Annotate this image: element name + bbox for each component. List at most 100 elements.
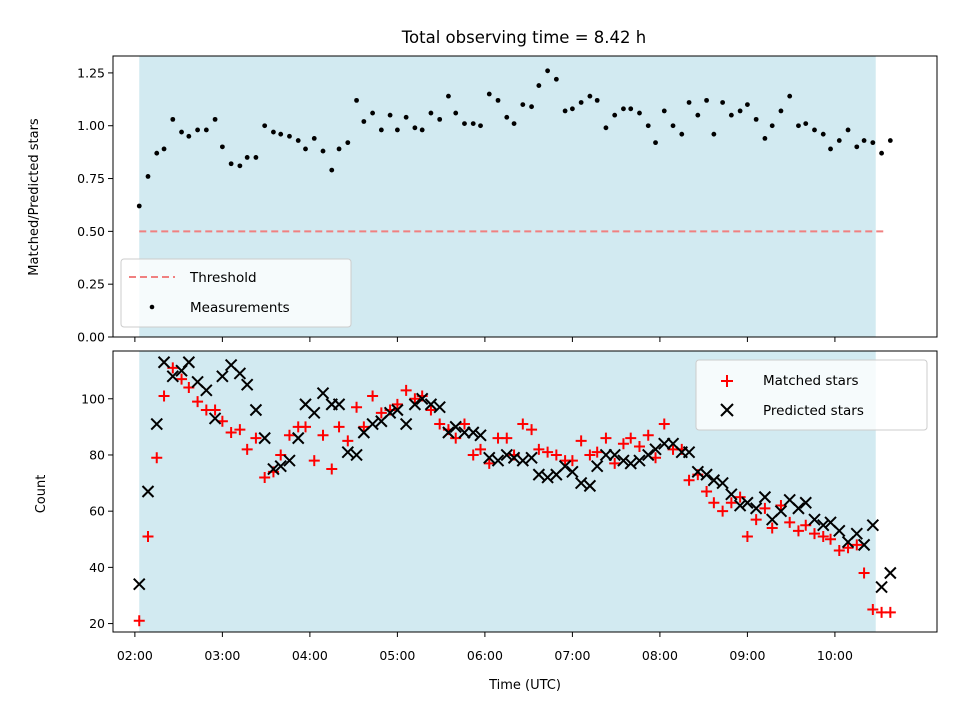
predicted-point	[424, 398, 438, 411]
measurement-point	[244, 155, 250, 160]
matched-point	[851, 539, 863, 551]
predicted-point	[716, 476, 729, 490]
predicted-point	[449, 420, 462, 434]
matched-point	[750, 514, 762, 526]
measurement-point	[704, 97, 709, 103]
measurement-point	[145, 174, 151, 179]
matched-point	[151, 452, 163, 464]
measurement-point	[836, 138, 842, 143]
matched-point	[708, 497, 720, 509]
measurement-points	[136, 68, 893, 209]
predicted-points	[133, 356, 897, 594]
matched-point	[833, 545, 845, 557]
measurement-point	[253, 155, 259, 160]
predicted-point	[774, 504, 788, 518]
matched-point	[759, 502, 771, 514]
measurement-point	[536, 83, 542, 88]
predicted-point	[574, 476, 588, 490]
measurement-point	[212, 116, 218, 122]
measurement-point	[628, 106, 634, 112]
measurement-point	[462, 121, 467, 127]
predicted-point	[608, 448, 621, 462]
measurement-point	[470, 121, 476, 127]
predicted-point	[483, 451, 496, 464]
predicted-point	[558, 460, 572, 473]
predicted-point	[866, 519, 880, 532]
predicted-point	[700, 468, 713, 481]
legend-threshold-label: Threshold	[189, 270, 257, 286]
measurement-point	[354, 97, 359, 103]
predicted-point	[541, 471, 554, 484]
predicted-point	[532, 468, 546, 481]
measurement-point	[711, 131, 717, 137]
matched-point	[458, 418, 470, 430]
matched-point	[591, 446, 603, 458]
measurement-point	[762, 135, 768, 141]
predicted-point	[691, 465, 705, 479]
matched-point	[600, 432, 612, 444]
legend-matched-label: Matched stars	[763, 373, 859, 389]
legend-predicted-swatch	[720, 403, 734, 417]
measurement-point	[271, 129, 276, 135]
measurement-point	[645, 123, 651, 129]
measurement-point	[403, 114, 409, 120]
predicted-point	[341, 445, 355, 459]
predicted-point	[682, 445, 696, 459]
measurement-point	[228, 161, 234, 167]
measurement-point	[769, 123, 775, 129]
measurement-point	[612, 112, 618, 118]
matched-point	[391, 398, 403, 410]
x-tick-label: 03:00	[204, 648, 240, 663]
predicted-point	[182, 356, 196, 369]
x-tick-label: 07:00	[554, 648, 590, 663]
measurement-point	[361, 119, 367, 124]
measurement-point	[336, 146, 342, 152]
legend-measurements-swatch	[149, 304, 155, 310]
matched-point	[400, 384, 412, 396]
measurement-point	[179, 129, 184, 135]
measurement-point	[820, 131, 826, 137]
measurement-point	[828, 146, 833, 152]
measurement-point	[879, 150, 884, 156]
predicted-point	[408, 398, 422, 411]
x-tick-label: 09:00	[729, 648, 765, 663]
measurement-point	[412, 125, 418, 131]
predicted-point	[150, 417, 163, 431]
predicted-point	[258, 431, 271, 445]
y-tick-label: 0.75	[77, 171, 105, 186]
legend-predicted-label: Predicted stars	[763, 403, 864, 419]
measurement-point	[278, 131, 284, 137]
predicted-point	[749, 502, 763, 515]
predicted-point	[624, 457, 637, 470]
measurement-point	[603, 125, 609, 131]
y-tick-label: 100	[81, 391, 105, 406]
y-tick-label: 60	[89, 504, 105, 519]
y-tick-label: 80	[89, 447, 105, 462]
measurement-point	[679, 131, 685, 137]
legend-measurements-label: Measurements	[190, 300, 290, 316]
predicted-point	[642, 448, 655, 462]
predicted-point	[208, 412, 222, 425]
matched-point	[283, 429, 295, 441]
predicted-point	[516, 454, 530, 467]
measurement-point	[745, 102, 750, 107]
measurement-point	[787, 93, 793, 99]
matched-point	[884, 606, 896, 618]
measurement-point	[495, 97, 501, 103]
bottom-y-axis-label: Count	[34, 475, 49, 514]
measurement-point	[320, 148, 326, 154]
matched-point	[409, 393, 421, 405]
measurement-point	[378, 127, 384, 133]
measurement-point	[778, 108, 784, 114]
matched-point	[633, 441, 645, 453]
measurement-point	[578, 100, 584, 105]
matched-point	[701, 486, 713, 497]
predicted-point	[507, 451, 521, 464]
matched-point	[300, 421, 312, 433]
predicted-point	[166, 370, 180, 383]
predicted-point	[200, 384, 213, 397]
top-panel: 0.00 0.25 0.50 0.75 1.00 1.25 Matched/Predict…	[27, 55, 938, 345]
matched-point	[609, 457, 621, 469]
bottom-y-ticks: 20 40 60 80 100	[81, 391, 113, 631]
